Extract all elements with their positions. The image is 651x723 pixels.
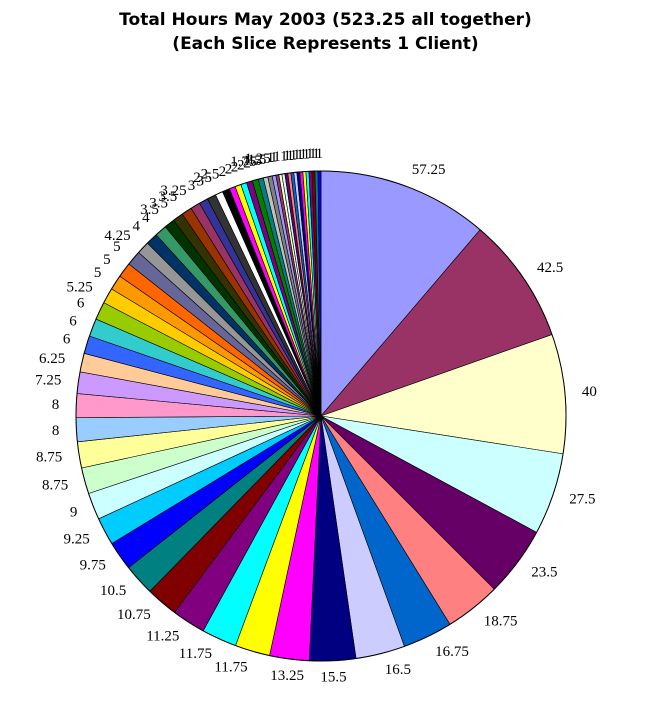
- slice-label: 5: [94, 265, 102, 281]
- slice-label: 1: [293, 147, 301, 163]
- slice-label: 5: [113, 239, 121, 255]
- slice-label: 2.5: [193, 170, 212, 186]
- slice-label: 2.5: [201, 167, 220, 183]
- slice-label: 1: [270, 150, 278, 166]
- chart-title-block: Total Hours May 2003 (523.25 all togethe…: [0, 8, 651, 56]
- slice-label: 6.25: [39, 351, 65, 367]
- slice-label: 11.25: [146, 628, 179, 644]
- slice-label: 2: [225, 162, 233, 178]
- slice-label: 42.5: [537, 260, 563, 276]
- slice-label: 9: [70, 505, 78, 521]
- slice-label: 5.25: [67, 279, 93, 295]
- slice-label: 3.5: [159, 189, 178, 205]
- slice-label: 5: [103, 252, 111, 268]
- slice-label: 11.75: [179, 646, 212, 662]
- slice-label: 3.25: [160, 183, 186, 199]
- slice-label: 1: [312, 146, 320, 162]
- slice-label: 1.25: [245, 151, 271, 167]
- slice-label: 1: [309, 146, 317, 162]
- chart-title: Total Hours May 2003 (523.25 all togethe…: [119, 10, 532, 30]
- slice-label: 10.5: [100, 583, 126, 599]
- slice-label: 1: [303, 146, 311, 162]
- slice-label: 3.5: [140, 202, 159, 218]
- slice-label: 7.25: [35, 372, 61, 388]
- slice-label: 2: [243, 156, 251, 172]
- slice-label: 1: [280, 149, 288, 165]
- slice-label: 6: [69, 313, 77, 329]
- pie-outline: [75, 170, 567, 662]
- slice-label: 1: [290, 147, 298, 163]
- slice-label: 9.75: [80, 558, 106, 574]
- slice-label: 23.5: [531, 564, 557, 580]
- pie-slices: [75, 170, 567, 662]
- slice-label: 2: [219, 164, 227, 180]
- slice-label: 4: [142, 210, 150, 226]
- slice-label: 8.75: [42, 477, 68, 493]
- slice-label: 1: [296, 147, 304, 163]
- slice-label: 6: [63, 332, 71, 348]
- slice-label: 2: [237, 157, 245, 173]
- slice-label: 4.25: [104, 228, 130, 244]
- slice-labels: 57.2542.54027.523.518.7516.7516.515.513.…: [35, 146, 597, 686]
- slice-label: 1.75: [230, 154, 256, 170]
- slice-label: 1: [287, 148, 295, 164]
- slice-label: 1: [306, 146, 314, 162]
- slice-label: 6: [77, 296, 85, 312]
- slice-label: 3: [197, 174, 205, 190]
- slice-label: 27.5: [569, 492, 595, 508]
- slice-label: 1: [316, 146, 324, 162]
- slice-label: 4: [133, 219, 141, 235]
- slice-label: 57.25: [412, 162, 446, 178]
- slice-label: 1.5: [248, 152, 267, 168]
- slice-label: 8.75: [36, 450, 62, 466]
- slice-label: 1: [299, 147, 307, 163]
- slice-label: 1: [273, 149, 281, 165]
- chart-subtitle: (Each Slice Represents 1 Client): [172, 34, 479, 54]
- slice-label: 10.75: [117, 607, 151, 623]
- slice-label: 2: [231, 159, 239, 175]
- slice-label: 9.25: [64, 531, 90, 547]
- slice-label: 1.5: [243, 153, 262, 169]
- slice-label: 16.5: [385, 662, 411, 678]
- slice-label: 15.5: [320, 670, 346, 686]
- slice-label: 1: [267, 150, 275, 166]
- slice-label: 16.75: [435, 644, 469, 660]
- slice-label: 40: [582, 384, 597, 400]
- slice-label: 3.5: [149, 195, 168, 211]
- slice-label: 13.25: [270, 668, 304, 684]
- slice-label: 3: [188, 178, 196, 194]
- slice-label: 1: [283, 148, 291, 164]
- slice-label: 11.75: [214, 660, 247, 676]
- slice-label: 18.75: [484, 613, 518, 629]
- slice-label: 8: [52, 423, 60, 439]
- slice-label: 8: [52, 397, 60, 413]
